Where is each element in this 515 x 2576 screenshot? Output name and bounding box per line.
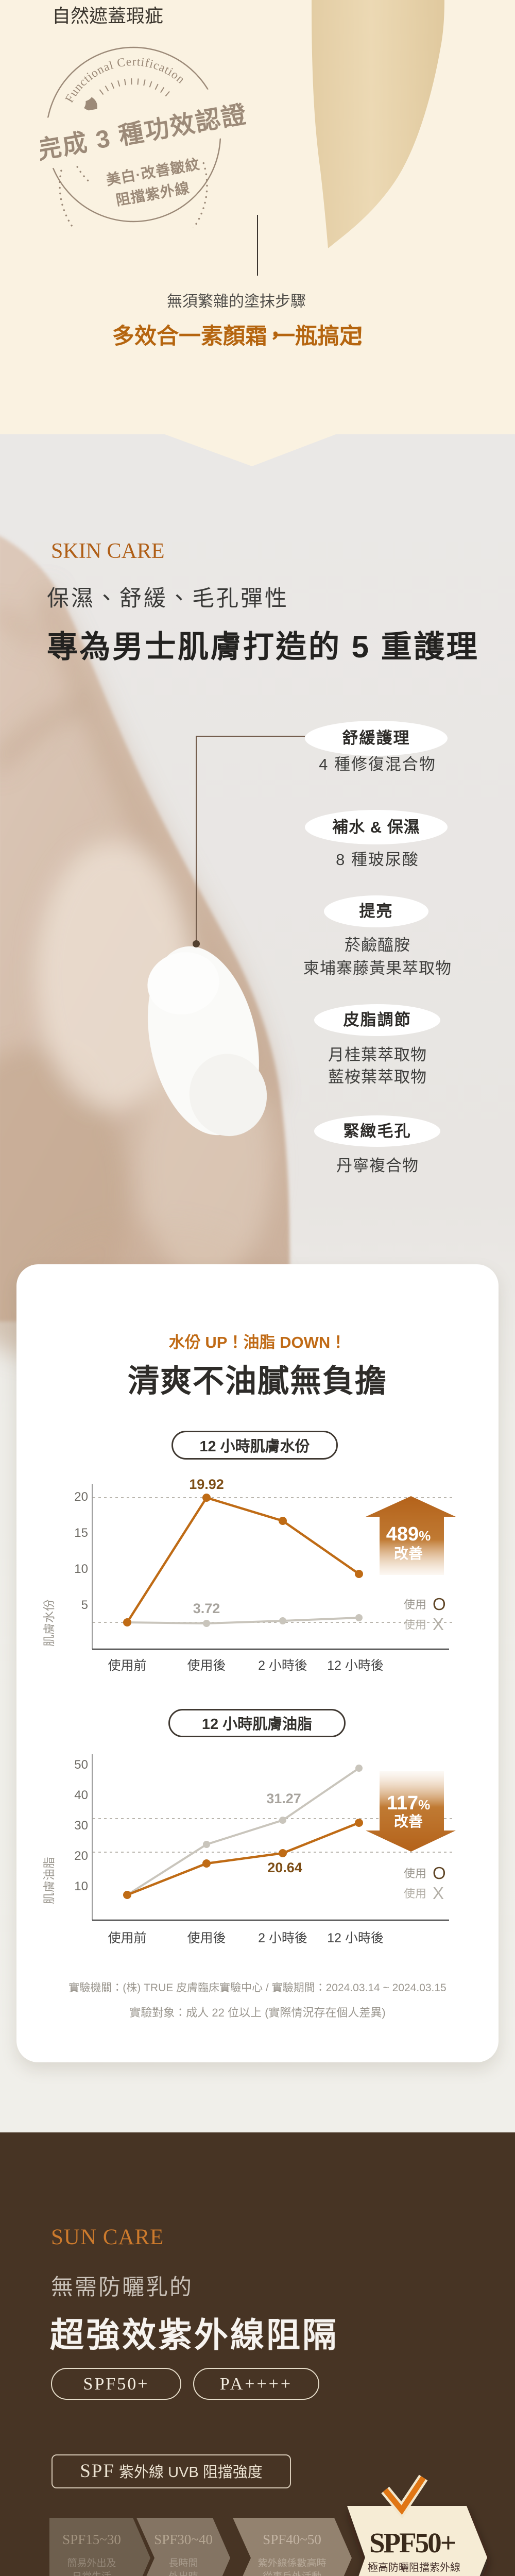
svg-text:肌膚油脂: 肌膚油脂 (42, 1857, 56, 1904)
svg-text:5: 5 (81, 1598, 88, 1612)
svg-text:日常生活: 日常生活 (72, 2571, 111, 2576)
svg-text:20: 20 (74, 1490, 88, 1504)
svg-text:20: 20 (74, 1849, 88, 1863)
svg-text:12 小時後: 12 小時後 (327, 1658, 384, 1673)
svg-text:使用前: 使用前 (108, 1931, 146, 1945)
svg-text:O: O (433, 1595, 446, 1614)
svg-text:SPF40~50: SPF40~50 (263, 2532, 321, 2547)
svg-text:19.92: 19.92 (189, 1477, 224, 1492)
svg-text:10: 10 (74, 1562, 88, 1576)
svg-text:極高防曬阻擋紫外線: 極高防曬阻擋紫外線 (368, 2562, 460, 2573)
svg-text:2 小時後: 2 小時後 (258, 1931, 307, 1945)
svg-text:40: 40 (74, 1788, 88, 1802)
svg-text:使用: 使用 (404, 1887, 426, 1900)
svg-text:3.72: 3.72 (193, 1601, 220, 1616)
svg-text:SPF50+: SPF50+ (369, 2527, 455, 2558)
svg-text:SPF30~40: SPF30~40 (154, 2532, 213, 2547)
svg-text:31.27: 31.27 (266, 1791, 301, 1806)
svg-text:489%: 489% (386, 1523, 431, 1545)
svg-text:使用: 使用 (404, 1618, 426, 1631)
svg-text:使用前: 使用前 (108, 1658, 146, 1673)
svg-text:X: X (433, 1884, 444, 1903)
svg-text:SPF15~30: SPF15~30 (62, 2532, 121, 2547)
svg-text:簡易外出及: 簡易外出及 (67, 2557, 116, 2569)
svg-text:肌膚水份: 肌膚水份 (42, 1599, 56, 1647)
svg-text:15: 15 (74, 1526, 88, 1540)
svg-text:外出時: 外出時 (168, 2571, 198, 2576)
svg-text:使用: 使用 (404, 1598, 426, 1611)
svg-text:改善: 改善 (394, 1546, 423, 1562)
svg-text:10: 10 (74, 1879, 88, 1893)
svg-text:長時間: 長時間 (168, 2557, 198, 2569)
svg-text:O: O (433, 1863, 446, 1883)
svg-text:20.64: 20.64 (267, 1860, 302, 1875)
svg-text:使用後: 使用後 (187, 1931, 226, 1945)
svg-text:改善: 改善 (394, 1814, 423, 1829)
svg-text:2 小時後: 2 小時後 (258, 1658, 307, 1673)
svg-text:50: 50 (74, 1758, 88, 1772)
svg-text:12 小時後: 12 小時後 (327, 1931, 384, 1945)
svg-text:從事戶外活動: 從事戶外活動 (263, 2571, 321, 2576)
svg-text:使用: 使用 (404, 1867, 426, 1880)
svg-text:X: X (433, 1615, 444, 1634)
svg-text:紫外線係數高時: 紫外線係數高時 (258, 2557, 326, 2569)
svg-text:30: 30 (74, 1819, 88, 1833)
svg-text:使用後: 使用後 (187, 1658, 226, 1673)
